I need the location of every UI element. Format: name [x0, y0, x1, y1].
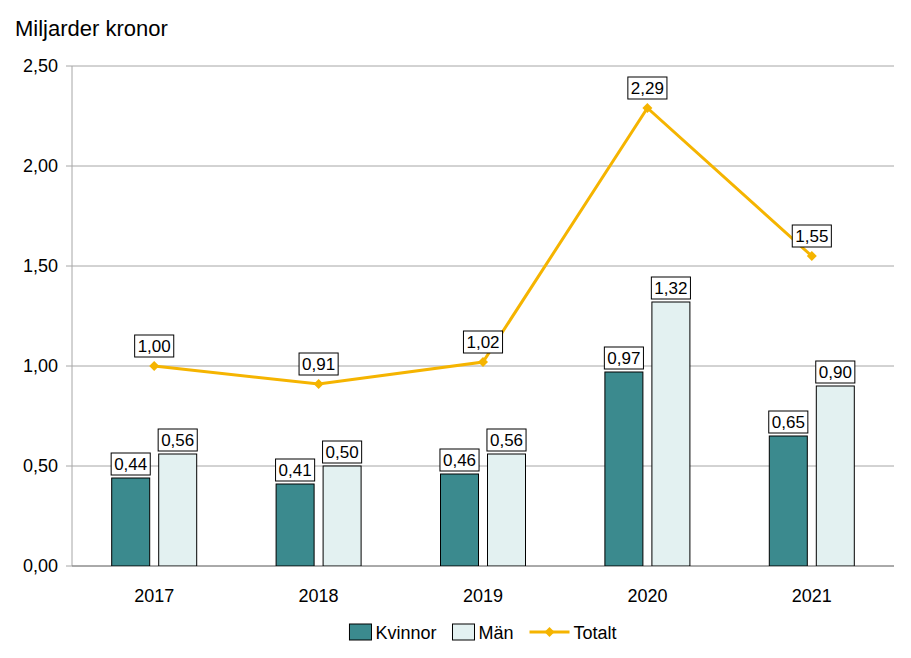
marker — [314, 379, 324, 389]
grid-line — [66, 166, 894, 167]
data-label: 0,56 — [487, 429, 526, 451]
data-label-text: 0,44 — [114, 455, 147, 474]
data-label-box — [158, 429, 197, 451]
data-label-box — [792, 225, 831, 247]
marker — [807, 251, 817, 261]
y-tick-label: 1,00 — [23, 356, 58, 376]
data-label: 0,90 — [816, 361, 855, 383]
bar — [488, 454, 526, 566]
data-label-text: 1,02 — [466, 333, 499, 352]
y-tick-label: 2,00 — [23, 156, 58, 176]
y-axis-line — [72, 66, 73, 566]
data-label: 0,65 — [769, 411, 808, 433]
y-tick-label: 1,50 — [23, 256, 58, 276]
marker — [642, 103, 652, 113]
data-label-box — [651, 277, 690, 299]
data-label: 0,50 — [323, 441, 362, 463]
data-label-box — [769, 411, 808, 433]
legend-marker — [545, 627, 555, 637]
data-label-text: 1,00 — [138, 337, 171, 356]
x-tick-label: 2021 — [792, 586, 832, 606]
data-label-box — [323, 441, 362, 463]
legend-label: Kvinnor — [375, 623, 436, 643]
data-label-text: 1,32 — [654, 279, 687, 298]
data-label: 0,44 — [111, 453, 150, 475]
grid-line — [66, 66, 894, 67]
data-label: 0,97 — [604, 347, 643, 369]
data-label: 0,56 — [158, 429, 197, 451]
data-label: 1,55 — [792, 225, 831, 247]
bar — [276, 484, 314, 566]
bar — [652, 302, 690, 566]
data-label-box — [604, 347, 643, 369]
legend-label: Totalt — [574, 623, 617, 643]
bar — [605, 372, 643, 566]
legend-label: Män — [478, 623, 513, 643]
data-label-box — [135, 335, 174, 357]
data-label: 0,91 — [299, 353, 338, 375]
line — [154, 108, 812, 384]
data-label-text: 0,41 — [279, 461, 312, 480]
x-tick-label: 2019 — [463, 586, 503, 606]
data-labels: 0,44 0,41 0,46 0,97 0,65 0,56 0,50 0,56 1,32 0,90… — [111, 77, 855, 481]
data-label-text: 2,29 — [631, 79, 664, 98]
data-label-text: 0,91 — [302, 355, 335, 374]
data-label-box — [440, 449, 479, 471]
bar — [323, 466, 361, 566]
x-tick-label: 2017 — [134, 586, 174, 606]
data-label-text: 0,56 — [490, 431, 523, 450]
bar — [159, 454, 197, 566]
data-label-box — [816, 361, 855, 383]
data-label-text: 1,55 — [795, 227, 828, 246]
data-label-box — [111, 453, 150, 475]
data-label-text: 0,50 — [326, 443, 359, 462]
chart: Miljarder kronor 0,00 0,50 1,00 1,50 2,00 2,50… — [0, 0, 911, 658]
y-tick-label: 0,50 — [23, 456, 58, 476]
legend-swatch — [452, 624, 474, 640]
marker — [149, 361, 159, 371]
bar — [112, 478, 150, 566]
y-tick-label: 2,50 — [23, 56, 58, 76]
x-tick-label: 2018 — [299, 586, 339, 606]
data-label: 1,32 — [651, 277, 690, 299]
legend-swatch — [349, 624, 371, 640]
data-label-text: 0,90 — [819, 363, 852, 382]
data-label-text: 0,46 — [443, 451, 476, 470]
x-tick-label: 2020 — [627, 586, 667, 606]
data-label-text: 0,65 — [772, 413, 805, 432]
data-label-text: 0,56 — [161, 431, 194, 450]
grid-line — [66, 266, 894, 267]
data-label-box — [463, 331, 502, 353]
grid-line — [66, 366, 894, 367]
data-label: 0,41 — [276, 459, 315, 481]
legend: Kvinnor Män Totalt — [349, 623, 616, 643]
data-label: 0,46 — [440, 449, 479, 471]
data-label-box — [487, 429, 526, 451]
marker — [478, 357, 488, 367]
plot-marks — [112, 103, 855, 566]
y-axis-title: Miljarder kronor — [15, 16, 168, 41]
data-label-text: 0,97 — [607, 349, 640, 368]
bar — [769, 436, 807, 566]
data-label-box — [299, 353, 338, 375]
y-tick-label: 0,00 — [23, 556, 58, 576]
data-label-box — [628, 77, 667, 99]
data-label: 2,29 — [628, 77, 667, 99]
data-label: 1,00 — [135, 335, 174, 357]
data-label: 1,02 — [463, 331, 502, 353]
bar — [816, 386, 854, 566]
bar — [441, 474, 479, 566]
data-label-box — [276, 459, 315, 481]
